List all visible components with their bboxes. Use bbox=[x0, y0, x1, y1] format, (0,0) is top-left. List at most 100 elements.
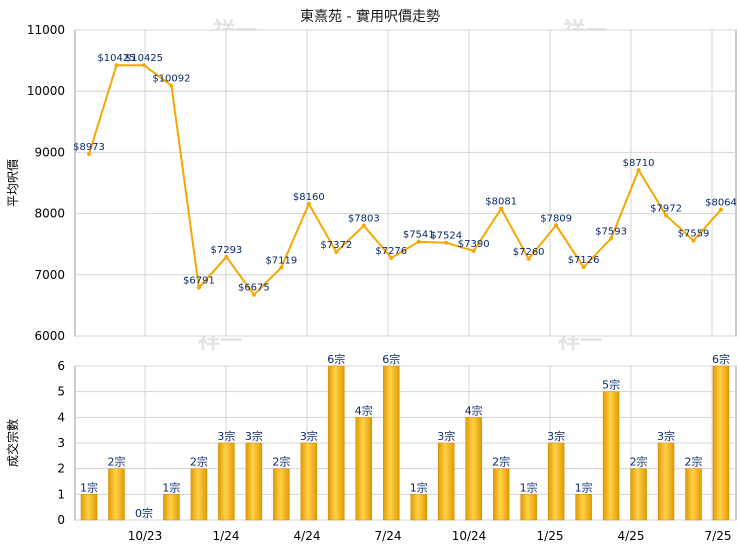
volume-data-label: 2宗 bbox=[190, 455, 208, 469]
price-point bbox=[279, 265, 284, 270]
price-point bbox=[499, 206, 504, 211]
price-point bbox=[416, 239, 421, 244]
price-point bbox=[471, 248, 476, 253]
price-data-labels: $8973 $10425$10425 $10092 $6791 $7293 $6675 $7… bbox=[73, 53, 737, 294]
price-series-line bbox=[88, 64, 722, 297]
price-point bbox=[361, 223, 366, 228]
price-y-tick-label: 9000 bbox=[34, 145, 65, 159]
price-data-label: $7119 bbox=[265, 256, 297, 267]
volume-data-label: 2宗 bbox=[107, 455, 125, 469]
x-tick-label: 1/25 bbox=[537, 529, 564, 543]
price-y-tick-label: 11000 bbox=[27, 23, 65, 37]
volume-bar bbox=[328, 365, 345, 521]
price-data-label: $7809 bbox=[540, 213, 572, 224]
price-y-tick-label: 10000 bbox=[27, 84, 65, 98]
price-data-label: $8710 bbox=[623, 158, 655, 169]
price-data-label: $7524 bbox=[430, 231, 462, 242]
volume-bar bbox=[630, 468, 647, 521]
volume-bar bbox=[80, 494, 98, 521]
volume-y-tick-label: 6 bbox=[57, 359, 65, 373]
volume-bar bbox=[163, 494, 180, 521]
volume-data-label: 4宗 bbox=[465, 403, 483, 417]
price-point bbox=[306, 201, 311, 206]
price-data-label: $7260 bbox=[513, 247, 545, 258]
price-point bbox=[691, 238, 696, 243]
volume-y-tick-label: 0 bbox=[57, 513, 65, 527]
price-point bbox=[719, 207, 723, 212]
volume-data-label: 3宗 bbox=[657, 429, 675, 443]
volume-bar bbox=[575, 494, 592, 521]
volume-bar bbox=[712, 365, 730, 521]
volume-bar bbox=[685, 468, 702, 521]
price-data-label: $10425 bbox=[97, 53, 135, 64]
volume-y-axis-label: 成交宗數 bbox=[5, 419, 20, 467]
price-data-label: $8160 bbox=[293, 192, 325, 203]
price-data-label: $10425 bbox=[125, 53, 163, 64]
price-point bbox=[334, 250, 339, 255]
volume-y-tick-label: 2 bbox=[57, 462, 65, 476]
x-tick-label: 7/24 bbox=[375, 529, 402, 543]
price-data-label: $7803 bbox=[348, 214, 380, 225]
volume-data-label: 2宗 bbox=[630, 455, 648, 469]
volume-data-label: 2宗 bbox=[272, 455, 290, 469]
price-point bbox=[87, 152, 91, 157]
chart-title: 東熹苑 - 實用呎價走勢 bbox=[300, 8, 440, 25]
price-point bbox=[636, 168, 641, 173]
volume-data-label: 6宗 bbox=[382, 352, 400, 366]
price-data-label: $7390 bbox=[458, 239, 490, 250]
price-data-label: $6791 bbox=[183, 276, 215, 287]
price-data-label: $7972 bbox=[650, 203, 682, 214]
volume-bar bbox=[355, 417, 373, 521]
price-y-axis-label: 平均呎價 bbox=[6, 159, 20, 207]
price-point bbox=[251, 292, 256, 297]
price-data-label: $10092 bbox=[152, 74, 190, 85]
price-point bbox=[389, 255, 394, 260]
volume-data-label: 3宗 bbox=[217, 429, 235, 443]
price-data-label: $8064 bbox=[705, 198, 737, 209]
x-tick-label: 10/24 bbox=[452, 529, 487, 543]
price-gridlines bbox=[75, 29, 736, 337]
x-tick-label: 4/25 bbox=[618, 529, 645, 543]
volume-bar bbox=[657, 442, 675, 521]
price-y-tick-label: 6000 bbox=[34, 329, 65, 343]
volume-data-label: 1宗 bbox=[410, 480, 428, 494]
volume-bar bbox=[547, 442, 565, 521]
volume-data-label: 2宗 bbox=[685, 455, 703, 469]
volume-data-labels: 1宗 2宗 0宗 1宗 2宗 3宗 3宗 2宗 3宗 6宗 4宗 6宗 1宗 3宗 4宗 2宗 1宗 3宗 1宗 5宗… bbox=[80, 352, 730, 520]
price-point bbox=[224, 254, 229, 259]
volume-bar bbox=[218, 442, 235, 521]
volume-data-label: 3宗 bbox=[300, 429, 318, 443]
price-y-ticks: 6000 7000 8000 9000 10000 11000 bbox=[27, 23, 65, 343]
price-point bbox=[114, 63, 119, 68]
volume-bar bbox=[108, 468, 125, 521]
price-point bbox=[169, 83, 174, 88]
volume-y-tick-label: 3 bbox=[57, 436, 65, 450]
volume-data-label: 1宗 bbox=[80, 480, 98, 494]
volume-bar bbox=[602, 391, 620, 521]
volume-bar bbox=[437, 442, 455, 521]
price-data-label: $7293 bbox=[210, 245, 242, 256]
volume-data-label: 5宗 bbox=[602, 378, 620, 392]
price-chart: 6000 7000 8000 9000 10000 11000 平均呎價 $8973 $10… bbox=[6, 23, 737, 343]
volume-bar bbox=[383, 365, 400, 521]
volume-data-label: 3宗 bbox=[547, 429, 565, 443]
volume-bar bbox=[300, 442, 318, 521]
volume-bar bbox=[520, 494, 537, 521]
price-y-tick-label: 8000 bbox=[34, 207, 65, 221]
volume-data-label: 3宗 bbox=[437, 429, 455, 443]
volume-bars bbox=[80, 365, 730, 521]
x-tick-label: 7/25 bbox=[705, 529, 732, 543]
price-data-label: $6675 bbox=[238, 283, 270, 294]
price-point bbox=[526, 256, 531, 261]
price-data-label: $8081 bbox=[485, 197, 517, 208]
price-data-label: $7276 bbox=[375, 246, 407, 257]
price-point bbox=[664, 213, 669, 218]
x-tick-label: 10/23 bbox=[128, 529, 163, 543]
price-data-label: $7593 bbox=[595, 227, 627, 238]
volume-data-label: 6宗 bbox=[712, 352, 730, 366]
volume-y-tick-label: 5 bbox=[57, 385, 65, 399]
volume-bar bbox=[245, 442, 263, 521]
volume-bar bbox=[410, 494, 427, 521]
volume-data-label: 4宗 bbox=[355, 403, 373, 417]
